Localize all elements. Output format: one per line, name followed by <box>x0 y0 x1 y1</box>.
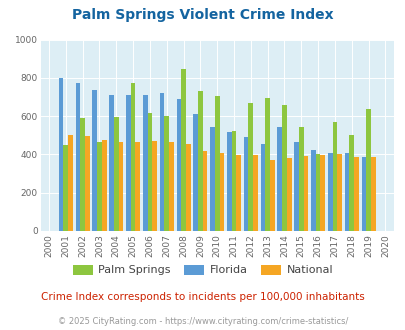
Bar <box>327 153 332 231</box>
Bar <box>135 142 140 231</box>
Bar <box>169 142 173 231</box>
Bar <box>202 150 207 231</box>
Bar <box>219 153 224 231</box>
Bar <box>344 153 349 231</box>
Bar <box>303 156 308 231</box>
Bar <box>185 144 190 231</box>
Bar <box>114 117 118 231</box>
Bar <box>260 144 264 231</box>
Bar <box>320 155 324 231</box>
Bar <box>68 135 73 231</box>
Bar <box>214 96 219 231</box>
Bar <box>102 140 106 231</box>
Bar <box>59 78 63 231</box>
Bar <box>337 154 341 231</box>
Bar <box>147 113 152 231</box>
Bar <box>277 127 281 231</box>
Bar <box>360 157 365 231</box>
Bar <box>294 142 298 231</box>
Bar <box>152 141 157 231</box>
Bar <box>253 155 257 231</box>
Bar <box>159 93 164 231</box>
Bar <box>193 114 198 231</box>
Bar <box>286 158 291 231</box>
Bar <box>176 99 181 231</box>
Text: Crime Index corresponds to incidents per 100,000 inhabitants: Crime Index corresponds to incidents per… <box>41 292 364 302</box>
Bar <box>92 90 97 231</box>
Bar <box>298 127 303 231</box>
Bar <box>332 122 337 231</box>
Text: Palm Springs Violent Crime Index: Palm Springs Violent Crime Index <box>72 8 333 22</box>
Bar <box>248 103 253 231</box>
Bar <box>236 155 241 231</box>
Bar <box>63 145 68 231</box>
Bar <box>226 132 231 231</box>
Bar <box>97 142 102 231</box>
Bar <box>130 83 135 231</box>
Bar <box>281 105 286 231</box>
Bar <box>243 137 248 231</box>
Bar <box>370 157 375 231</box>
Bar <box>210 127 214 231</box>
Bar <box>315 154 320 231</box>
Bar <box>181 69 185 231</box>
Bar <box>85 136 90 231</box>
Bar <box>143 95 147 231</box>
Legend: Palm Springs, Florida, National: Palm Springs, Florida, National <box>72 265 333 275</box>
Bar <box>310 150 315 231</box>
Bar <box>353 157 358 231</box>
Bar <box>80 118 85 231</box>
Bar <box>118 142 123 231</box>
Bar <box>269 160 274 231</box>
Bar <box>164 116 169 231</box>
Bar <box>231 130 236 231</box>
Bar <box>349 135 353 231</box>
Bar <box>264 98 269 231</box>
Bar <box>198 91 202 231</box>
Bar <box>365 110 370 231</box>
Bar <box>75 83 80 231</box>
Bar <box>126 95 130 231</box>
Text: © 2025 CityRating.com - https://www.cityrating.com/crime-statistics/: © 2025 CityRating.com - https://www.city… <box>58 317 347 326</box>
Bar <box>109 95 114 231</box>
